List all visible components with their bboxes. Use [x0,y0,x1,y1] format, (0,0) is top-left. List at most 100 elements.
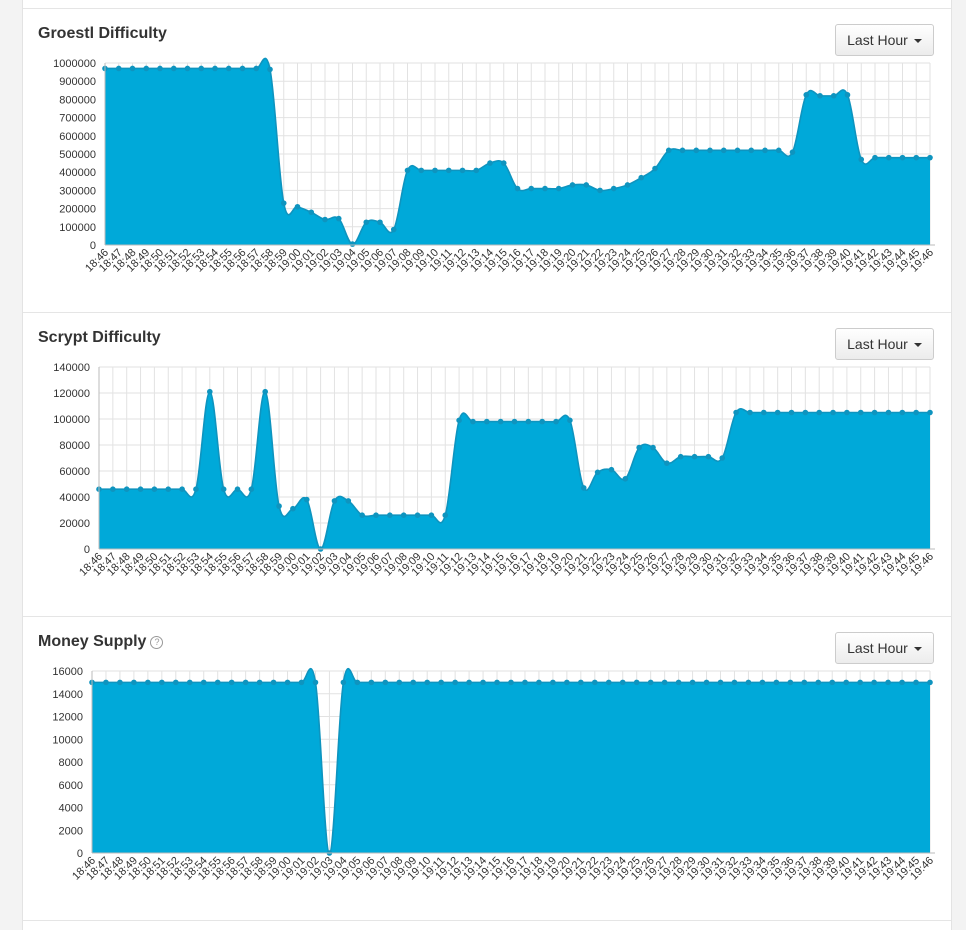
data-point [608,466,615,473]
data-point [487,160,493,166]
data-point [165,486,172,492]
data-point [569,182,576,188]
data-point [592,679,598,686]
data-point [290,505,296,512]
data-point [418,167,425,174]
data-point [843,679,849,686]
data-point [762,147,768,154]
y-tick-label: 12000 [52,712,83,724]
data-point [511,418,518,425]
caret-down-icon [913,343,922,347]
data-point [774,409,781,416]
data-point [340,679,347,686]
data-point [480,679,486,686]
time-range-dropdown[interactable]: Last Hour [835,328,934,360]
data-point [396,679,403,686]
data-point [788,409,795,416]
data-point [452,679,458,686]
panel-groestl-difficulty: Groestl Difficulty Last Hour 0 100000 2000… [23,9,951,312]
divider [23,312,951,313]
y-tick-label: 10000 [52,734,83,746]
y-tick-label: 80000 [59,440,90,452]
data-point [638,174,645,181]
y-tick-label: 200000 [59,204,96,216]
y-tick-label: 900000 [59,76,96,88]
data-point [466,679,472,686]
data-point [872,154,878,161]
y-tick-label: 0 [84,544,90,556]
data-point [186,679,193,686]
data-point [871,409,878,416]
data-point [432,167,438,174]
y-tick-label: 0 [77,848,83,860]
data-point [773,679,780,686]
data-point [184,65,191,72]
time-range-dropdown[interactable]: Last Hour [835,632,934,664]
data-point [276,503,282,509]
data-point [179,486,185,492]
data-point [553,418,559,425]
data-point [817,92,823,99]
data-point [410,679,417,686]
data-point [270,679,277,686]
data-point [508,679,514,686]
data-point [349,241,356,247]
data-point [583,182,590,188]
data-point [610,185,617,192]
data-point [284,679,291,686]
charts-container: Groestl Difficulty Last Hour 0 10000 0 2000… [22,0,952,930]
data-point [650,444,656,451]
divider [23,8,951,9]
data-point [605,679,612,686]
data-point [207,388,213,395]
data-point [494,679,500,686]
data-point [500,160,507,166]
data-point [312,679,319,686]
data-point [858,156,865,163]
data-point [748,147,755,154]
data-point [522,679,528,686]
data-point [871,679,877,686]
data-point [705,453,712,460]
data-point [193,486,199,492]
y-tick-label: 16000 [52,666,83,678]
data-point [717,679,724,686]
y-tick-label: 300000 [59,185,96,197]
data-point [633,679,640,686]
data-point [844,92,851,98]
data-point [789,149,796,155]
data-point [652,165,658,172]
data-point [173,679,179,686]
data-point [661,679,668,686]
data-point [198,65,205,72]
data-point [159,679,165,686]
data-point [580,485,587,491]
data-point [899,154,906,161]
panel-title: Scrypt Difficulty [38,329,161,346]
data-point [404,167,411,174]
data-point [759,679,766,686]
data-point [256,679,263,686]
y-tick-label: 800000 [59,94,96,106]
data-point [497,418,504,425]
money-supply-chart: 020004000600080001000012000140001600018:… [52,666,936,883]
series-area [105,58,930,245]
data-point [815,679,822,686]
data-point [335,215,342,222]
data-point [157,65,163,72]
data-point [131,679,137,686]
data-point [414,512,421,518]
panel-title: Groestl Difficulty [38,25,167,42]
question-circle-icon[interactable]: ? [150,636,164,649]
data-point [123,486,130,492]
data-point [913,409,919,416]
data-point [445,167,452,174]
time-range-dropdown[interactable]: Last Hour [835,24,934,56]
data-point [225,65,232,72]
data-point [720,147,727,154]
data-point [675,679,682,686]
data-point [775,147,782,154]
data-point [803,92,810,98]
y-tick-label: 1000000 [53,58,96,70]
data-point [298,679,305,686]
